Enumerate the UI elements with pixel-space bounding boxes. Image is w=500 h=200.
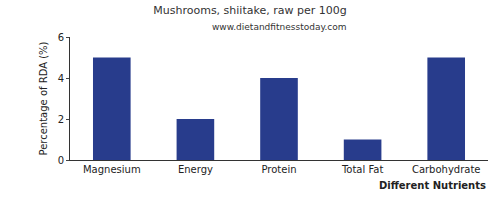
svg-text:Protein: Protein xyxy=(261,164,296,175)
svg-text:www.dietandfitnesstoday.com: www.dietandfitnesstoday.com xyxy=(212,22,347,32)
svg-text:Energy: Energy xyxy=(178,164,213,175)
svg-text:Magnesium: Magnesium xyxy=(83,164,141,175)
svg-text:Carbohydrate: Carbohydrate xyxy=(412,164,481,175)
svg-text:Total Fat: Total Fat xyxy=(341,164,383,175)
svg-text:0: 0 xyxy=(58,155,64,166)
svg-text:Different Nutrients: Different Nutrients xyxy=(379,180,486,191)
svg-text:2: 2 xyxy=(58,114,64,125)
svg-text:Mushrooms, shiitake, raw per 1: Mushrooms, shiitake, raw per 100g xyxy=(153,4,346,17)
svg-text:6: 6 xyxy=(58,32,64,43)
svg-text:Percentage of RDA (%): Percentage of RDA (%) xyxy=(38,41,49,155)
svg-text:4: 4 xyxy=(58,73,64,84)
